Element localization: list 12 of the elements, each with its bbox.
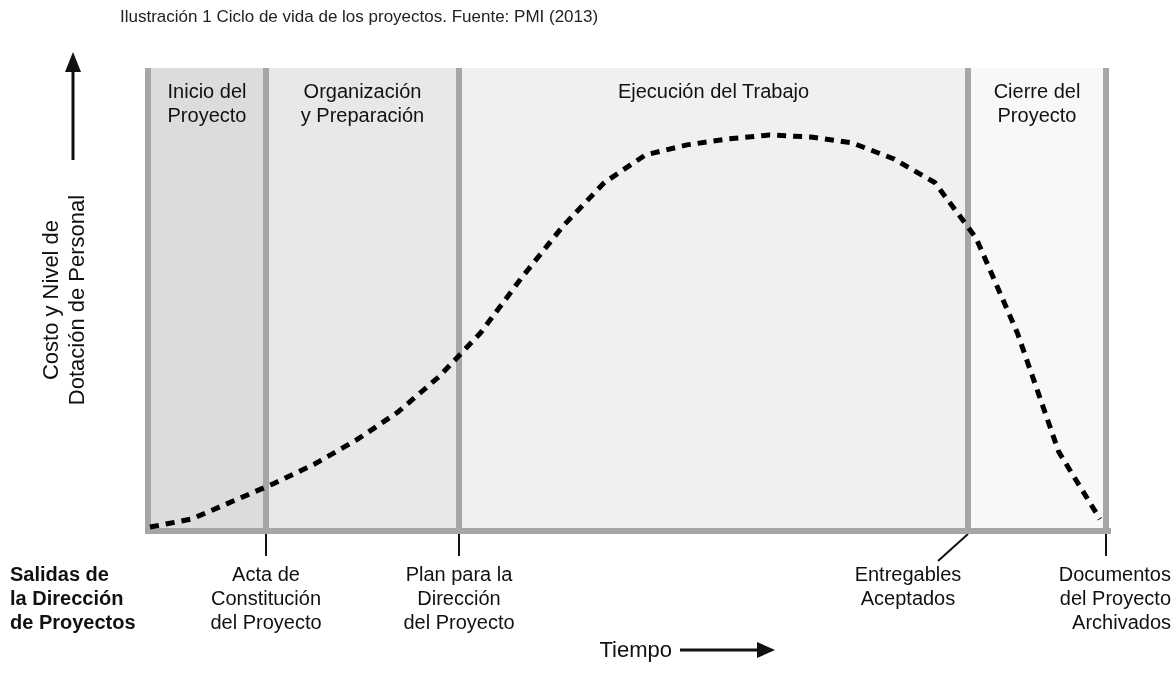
- chart-title: Ilustración 1 Ciclo de vida de los proyectos. Fuente: PMI (2013): [120, 7, 599, 26]
- text: Salidas de la Dirección de Proyectos: [10, 563, 136, 633]
- text: Cierre del Proyecto: [993, 80, 1081, 126]
- text: Entregables Aceptados: [854, 563, 962, 609]
- text: Organización y Preparación: [300, 80, 425, 126]
- text: Inicio del Proyecto: [167, 80, 247, 126]
- y-axis-title: Costo y Nivel de Dotación de Personal: [38, 194, 89, 406]
- text: Acta de Constitución del Proyecto: [210, 563, 322, 633]
- text: Ejecución del Trabajo: [617, 80, 810, 102]
- text: Plan para la Dirección del Proyecto: [403, 563, 515, 633]
- text: Documentos del Proyecto Archivados: [1058, 563, 1171, 633]
- x-axis-title: Tiempo: [599, 637, 672, 662]
